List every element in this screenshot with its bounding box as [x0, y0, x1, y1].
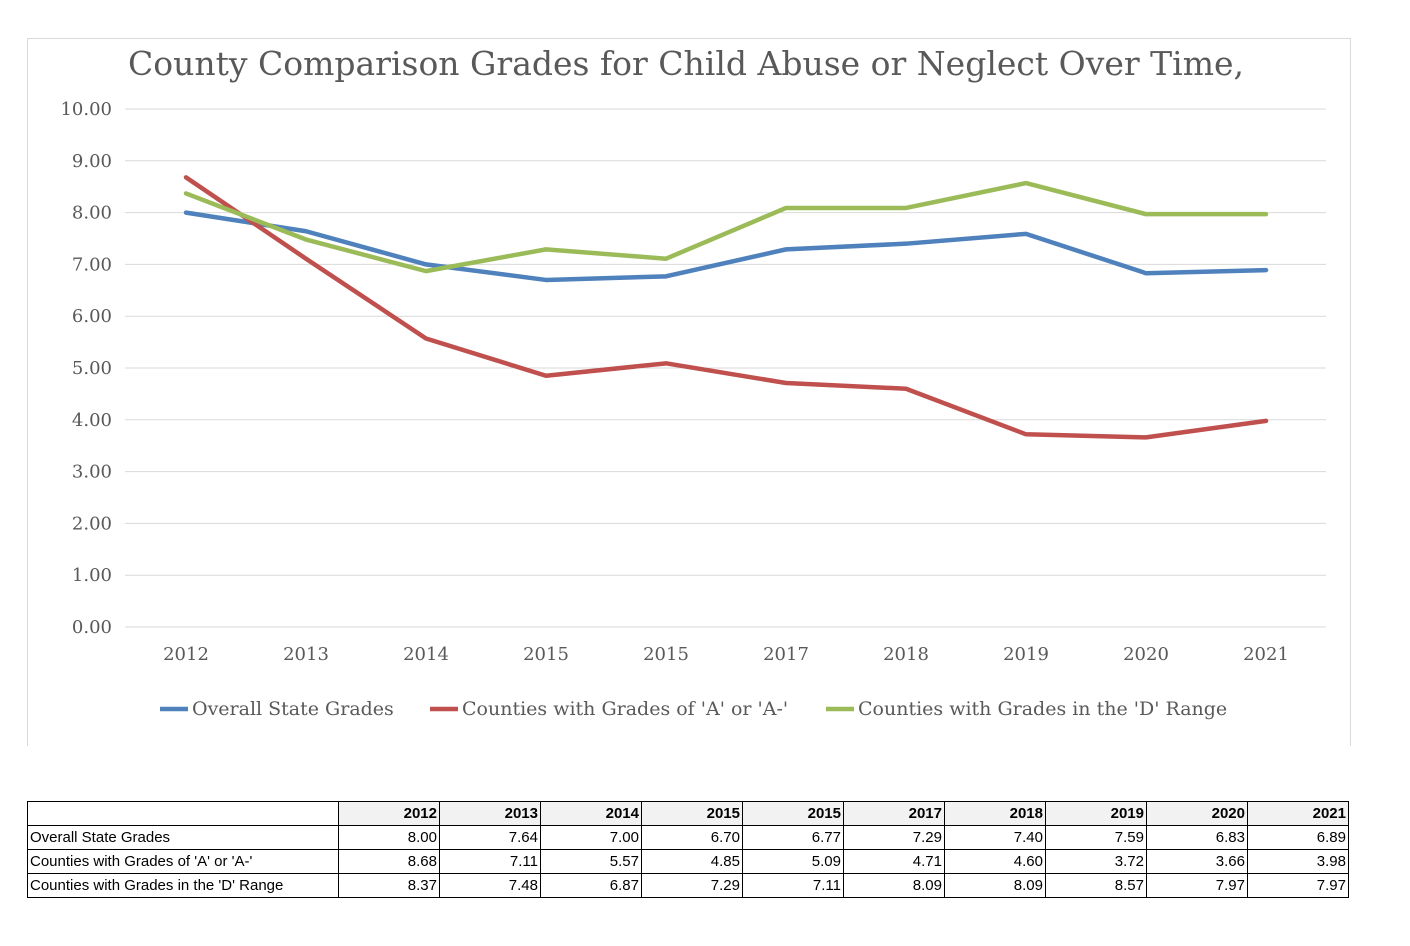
table-corner-cell	[27, 801, 339, 826]
table-cell: 6.83	[1146, 825, 1248, 850]
gridlines	[125, 108, 1326, 628]
y-tick-label: 1.00	[72, 565, 112, 586]
table-cell: 6.89	[1247, 825, 1349, 850]
row-label: Counties with Grades in the 'D' Range	[27, 873, 339, 898]
table-header-year: 2014	[540, 801, 642, 826]
table-cell: 7.97	[1247, 873, 1349, 898]
table-row: Counties with Grades in the 'D' Range 8.…	[27, 873, 1349, 898]
table-cell: 8.09	[944, 873, 1046, 898]
x-tick-label: 2015	[643, 644, 689, 665]
table-cell: 6.77	[742, 825, 844, 850]
table-row: Counties with Grades of 'A' or 'A-' 8.68…	[27, 849, 1349, 874]
y-tick-label: 4.00	[72, 410, 112, 431]
table-cell: 8.37	[338, 873, 440, 898]
series-line-1	[183, 175, 1269, 440]
x-tick-label: 2014	[403, 644, 449, 665]
table-cell: 4.60	[944, 849, 1046, 874]
x-tick-label: 2019	[1003, 644, 1049, 665]
y-tick-label: 7.00	[72, 254, 112, 275]
table-cell: 7.48	[439, 873, 541, 898]
table-header-year: 2018	[944, 801, 1046, 826]
x-tick-label: 2017	[763, 644, 809, 665]
y-tick-label: 6.00	[72, 306, 112, 327]
table-row: Overall State Grades 8.00 7.64 7.00 6.70…	[27, 825, 1349, 850]
table-cell: 7.00	[540, 825, 642, 850]
table-cell: 7.97	[1146, 873, 1248, 898]
table-cell: 3.66	[1146, 849, 1248, 874]
y-axis-ticks: 0.00 1.00 2.00 3.00 4.00 5.00 6.00 7.00 8.00 9.00…	[60, 99, 112, 638]
x-tick-label: 2020	[1123, 644, 1169, 665]
series-lines	[183, 175, 1269, 440]
table-cell: 7.40	[944, 825, 1046, 850]
table-cell: 8.00	[338, 825, 440, 850]
table-cell: 5.09	[742, 849, 844, 874]
chart-title: County Comparison Grades for Child Abuse…	[128, 44, 1244, 83]
y-tick-label: 10.00	[60, 99, 112, 120]
chart-panel: County Comparison Grades for Child Abuse…	[27, 38, 1351, 746]
table-cell: 7.29	[641, 873, 743, 898]
y-tick-label: 0.00	[72, 617, 112, 638]
table-cell: 4.71	[843, 849, 945, 874]
table-cell: 8.68	[338, 849, 440, 874]
legend-label: Counties with Grades in the 'D' Range	[858, 698, 1227, 720]
table-cell: 3.98	[1247, 849, 1349, 874]
table-cell: 7.59	[1045, 825, 1147, 850]
table-cell: 7.11	[742, 873, 844, 898]
x-tick-label: 2013	[283, 644, 329, 665]
table-cell: 8.09	[843, 873, 945, 898]
table-cell: 7.29	[843, 825, 945, 850]
x-tick-label: 2012	[163, 644, 209, 665]
line-chart: County Comparison Grades for Child Abuse…	[60, 44, 1326, 720]
table-cell: 6.70	[641, 825, 743, 850]
table-cell: 8.57	[1045, 873, 1147, 898]
table-cell: 5.57	[540, 849, 642, 874]
table-header-year: 2012	[338, 801, 440, 826]
table-cell: 6.87	[540, 873, 642, 898]
y-tick-label: 5.00	[72, 358, 112, 379]
y-tick-label: 3.00	[72, 462, 112, 483]
legend: Overall State Grades Counties with Grades…	[160, 698, 1227, 720]
table-header-year: 2017	[843, 801, 945, 826]
data-table: 2012 2013 2014 2015 2015 2017 2018 2019 …	[27, 801, 1349, 898]
table-header-year: 2015	[641, 801, 743, 826]
table-header-year: 2015	[742, 801, 844, 826]
table-header-year: 2021	[1247, 801, 1349, 826]
table-cell: 7.64	[439, 825, 541, 850]
table-header-year: 2013	[439, 801, 541, 826]
y-tick-label: 8.00	[72, 203, 112, 224]
table-header-year: 2019	[1045, 801, 1147, 826]
x-tick-label: 2018	[883, 644, 929, 665]
y-tick-label: 9.00	[72, 151, 112, 172]
series-line-2	[183, 180, 1269, 274]
table-cell: 4.85	[641, 849, 743, 874]
y-tick-label: 2.00	[72, 513, 112, 534]
table-header-year: 2020	[1146, 801, 1248, 826]
x-axis-ticks: 2012 2013 2014 2015 2015 2017 2018 2019 2020 2021	[163, 644, 1289, 665]
legend-label: Counties with Grades of 'A' or 'A-'	[462, 698, 788, 720]
legend-label: Overall State Grades	[192, 698, 394, 720]
series-line-0	[183, 210, 1269, 283]
x-tick-label: 2015	[523, 644, 569, 665]
table-cell: 3.72	[1045, 849, 1147, 874]
x-tick-label: 2021	[1243, 644, 1289, 665]
row-label: Overall State Grades	[27, 825, 339, 850]
row-label: Counties with Grades of 'A' or 'A-'	[27, 849, 339, 874]
table-header-row: 2012 2013 2014 2015 2015 2017 2018 2019 …	[27, 801, 1349, 826]
table-cell: 7.11	[439, 849, 541, 874]
